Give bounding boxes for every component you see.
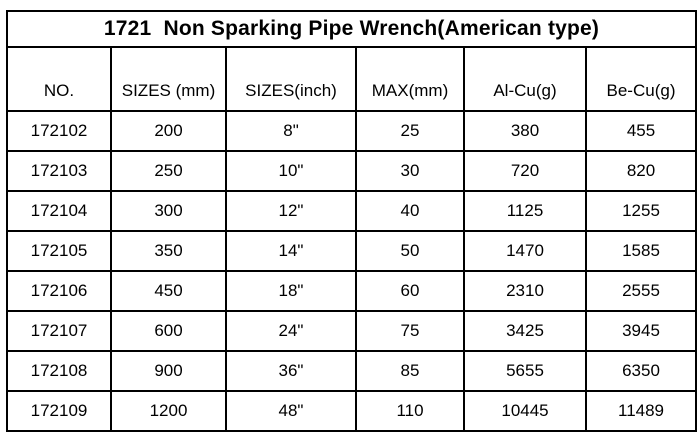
cell-be-cu-g: 3945 xyxy=(584,310,698,352)
cell-al-cu-g: 720 xyxy=(463,150,587,192)
cell-max-mm: 75 xyxy=(355,310,465,352)
table-row: 172102 200 8" 25 380 455 xyxy=(6,110,698,152)
cell-sizes-mm: 1200 xyxy=(110,390,227,432)
cell-sizes-mm: 450 xyxy=(110,270,227,312)
col-header-sizes-inch: SIZES(inch) xyxy=(225,46,357,112)
col-header-be-cu-g: Be-Cu(g) xyxy=(584,46,698,112)
cell-sizes-mm: 300 xyxy=(110,190,227,232)
cell-al-cu-g: 5655 xyxy=(463,350,587,392)
cell-al-cu-g: 10445 xyxy=(463,390,587,432)
cell-sizes-inch: 10" xyxy=(225,150,357,192)
cell-no: 172104 xyxy=(6,190,112,232)
cell-sizes-mm: 250 xyxy=(110,150,227,192)
table-row: 172106 450 18" 60 2310 2555 xyxy=(6,270,698,312)
table-row: 172109 1200 48" 110 10445 11489 xyxy=(6,390,698,432)
table-row: 172104 300 12" 40 1125 1255 xyxy=(6,190,698,232)
col-header-no: NO. xyxy=(6,46,112,112)
cell-no: 172102 xyxy=(6,110,112,152)
cell-max-mm: 50 xyxy=(355,230,465,272)
cell-sizes-inch: 36" xyxy=(225,350,357,392)
cell-al-cu-g: 1125 xyxy=(463,190,587,232)
table-title-row: 1721 Non Sparking Pipe Wrench(American t… xyxy=(5,10,698,48)
cell-al-cu-g: 380 xyxy=(463,110,587,152)
cell-be-cu-g: 6350 xyxy=(584,350,698,392)
cell-max-mm: 30 xyxy=(355,150,465,192)
table-row: 172107 600 24" 75 3425 3945 xyxy=(6,310,698,352)
cell-no: 172109 xyxy=(6,390,112,432)
cell-al-cu-g: 3425 xyxy=(463,310,587,352)
cell-sizes-mm: 600 xyxy=(110,310,227,352)
cell-max-mm: 40 xyxy=(355,190,465,232)
cell-be-cu-g: 455 xyxy=(584,110,698,152)
cell-max-mm: 85 xyxy=(355,350,465,392)
table-row: 172108 900 36" 85 5655 6350 xyxy=(6,350,698,392)
page-title: 1721 Non Sparking Pipe Wrench(American t… xyxy=(5,10,698,48)
cell-sizes-mm: 900 xyxy=(110,350,227,392)
cell-be-cu-g: 1585 xyxy=(584,230,698,272)
cell-max-mm: 60 xyxy=(355,270,465,312)
table-row: 172103 250 10" 30 720 820 xyxy=(6,150,698,192)
cell-no: 172103 xyxy=(6,150,112,192)
cell-sizes-mm: 200 xyxy=(110,110,227,152)
pipe-wrench-spec-table: 1721 Non Sparking Pipe Wrench(American t… xyxy=(5,10,698,432)
cell-al-cu-g: 2310 xyxy=(463,270,587,312)
cell-no: 172108 xyxy=(6,350,112,392)
table-header-row: NO. SIZES (mm) SIZES(inch) MAX(mm) Al-Cu… xyxy=(6,46,698,112)
cell-no: 172105 xyxy=(6,230,112,272)
cell-sizes-inch: 12" xyxy=(225,190,357,232)
cell-no: 172106 xyxy=(6,270,112,312)
cell-no: 172107 xyxy=(6,310,112,352)
cell-sizes-inch: 8" xyxy=(225,110,357,152)
cell-be-cu-g: 2555 xyxy=(584,270,698,312)
cell-max-mm: 25 xyxy=(355,110,465,152)
cell-sizes-inch: 14" xyxy=(225,230,357,272)
cell-max-mm: 110 xyxy=(355,390,465,432)
cell-be-cu-g: 820 xyxy=(584,150,698,192)
cell-al-cu-g: 1470 xyxy=(463,230,587,272)
col-header-sizes-mm: SIZES (mm) xyxy=(110,46,227,112)
cell-sizes-inch: 48" xyxy=(225,390,357,432)
cell-be-cu-g: 11489 xyxy=(584,390,698,432)
cell-be-cu-g: 1255 xyxy=(584,190,698,232)
cell-sizes-inch: 24" xyxy=(225,310,357,352)
cell-sizes-mm: 350 xyxy=(110,230,227,272)
col-header-max-mm: MAX(mm) xyxy=(355,46,465,112)
spec-sheet: 1721 Non Sparking Pipe Wrench(American t… xyxy=(5,10,698,432)
table-row: 172105 350 14" 50 1470 1585 xyxy=(6,230,698,272)
col-header-al-cu-g: Al-Cu(g) xyxy=(463,46,587,112)
cell-sizes-inch: 18" xyxy=(225,270,357,312)
